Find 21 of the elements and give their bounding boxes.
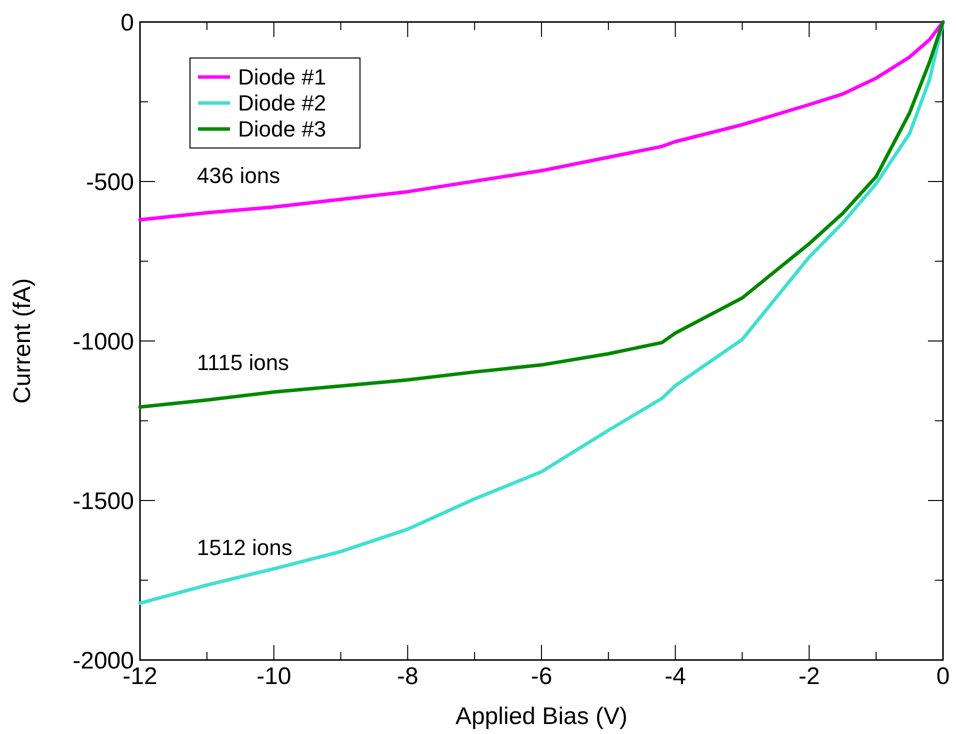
line-series xyxy=(138,20,945,605)
y-tick-label: 0 xyxy=(120,9,134,36)
x-axis-title: Applied Bias (V) xyxy=(455,703,628,730)
legend-label: Diode #1 xyxy=(238,64,326,90)
x-tick-label: -10 xyxy=(256,663,292,690)
line-series xyxy=(138,20,945,222)
x-tick-label: -8 xyxy=(396,663,418,690)
legend-label: Diode #2 xyxy=(238,90,326,116)
annotation: 1115 ions xyxy=(196,350,290,376)
x-tick-label: 0 xyxy=(936,663,950,690)
y-tick-label: -500 xyxy=(86,168,134,196)
x-tick-label: -6 xyxy=(530,663,552,690)
line-series xyxy=(138,20,945,409)
y-tick-label: -1000 xyxy=(72,328,134,356)
annotation: 1512 ions xyxy=(196,535,292,560)
y-tick-label: -1500 xyxy=(72,488,134,515)
x-tick-label: -2 xyxy=(798,663,820,690)
y-axis-title: Current (fA) xyxy=(9,278,36,404)
annotation: 436 ions xyxy=(196,162,280,188)
x-tick-label: -4 xyxy=(664,663,686,690)
legend-label: Diode #3 xyxy=(238,116,326,142)
